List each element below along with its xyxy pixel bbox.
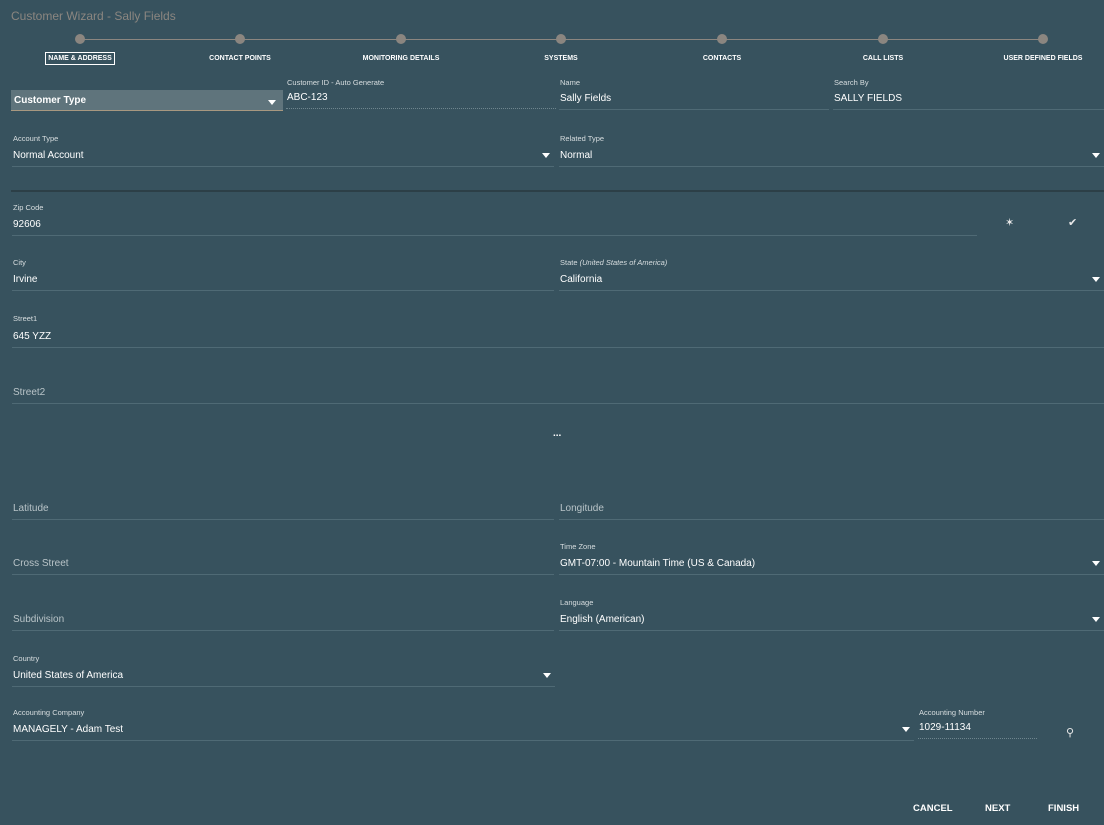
dropdown-arrow-icon xyxy=(268,100,276,105)
field-placeholder: Subdivision xyxy=(13,614,65,625)
field-value: Sally Fields xyxy=(560,93,612,104)
field-value: Irvine xyxy=(13,274,38,285)
dropdown-arrow-icon xyxy=(543,673,551,678)
field-value: 92606 xyxy=(13,219,41,230)
step-call-lists[interactable]: CALL LISTS xyxy=(818,34,948,65)
step-label: CONTACTS xyxy=(702,55,742,62)
step-user-defined-fields[interactable]: USER DEFINED FIELDS xyxy=(978,34,1104,65)
step-systems[interactable]: SYSTEMS xyxy=(496,34,626,65)
field-value: MANAGELY - Adam Test xyxy=(13,724,124,735)
wizard-title: Customer Wizard - Sally Fields xyxy=(11,9,176,23)
step-label: CONTACT POINTS xyxy=(209,55,271,62)
customer-id-field[interactable]: Customer ID - Auto Generate ABC-123 xyxy=(286,78,556,109)
step-dot xyxy=(235,34,245,44)
field-value: Normal xyxy=(560,150,593,161)
step-dot xyxy=(717,34,727,44)
field-placeholder: Street2 xyxy=(13,387,46,398)
field-label: Account Type xyxy=(13,134,59,143)
dropdown-arrow-icon xyxy=(1092,277,1100,282)
magic-wand-icon[interactable]: ✶ xyxy=(1005,217,1015,229)
field-label: Search By xyxy=(834,78,869,87)
longitude-field[interactable]: Longitude xyxy=(559,487,1104,520)
customer-type-select[interactable]: Customer Type xyxy=(11,90,283,111)
related-type-select[interactable]: Related Type Normal xyxy=(559,134,1104,167)
customer-type-label: Customer Type xyxy=(14,95,87,106)
step-contacts[interactable]: CONTACTS xyxy=(657,34,787,65)
step-dot xyxy=(878,34,888,44)
country-select[interactable]: Country United States of America xyxy=(12,654,555,687)
field-label: Customer ID - Auto Generate xyxy=(287,78,385,87)
language-select[interactable]: Language English (American) xyxy=(559,598,1104,631)
field-value: 645 YZZ xyxy=(13,331,52,342)
field-label: Language xyxy=(560,598,594,607)
section-divider xyxy=(11,190,1104,192)
city-field[interactable]: City Irvine xyxy=(12,258,554,291)
field-label: Accounting Number xyxy=(919,708,985,717)
field-label: Country xyxy=(13,654,40,663)
step-label: CALL LISTS xyxy=(862,55,904,62)
state-label: State xyxy=(560,258,578,267)
field-value: 1029-11134 xyxy=(919,722,971,733)
step-label: USER DEFINED FIELDS xyxy=(1003,55,1083,62)
step-contact-points[interactable]: CONTACT POINTS xyxy=(175,34,305,65)
field-label: Zip Code xyxy=(13,203,44,212)
dropdown-arrow-icon xyxy=(1092,561,1100,566)
checkmark-icon[interactable]: ✔ xyxy=(1068,217,1078,229)
field-value: SALLY FIELDS xyxy=(834,93,902,104)
field-label: Accounting Company xyxy=(13,708,85,717)
accounting-number-field[interactable]: Accounting Number 1029-11134 xyxy=(918,708,1037,739)
field-value: GMT-07:00 - Mountain Time (US & Canada) xyxy=(560,558,756,569)
cross-street-field[interactable]: Cross Street xyxy=(12,542,554,575)
latitude-field[interactable]: Latitude xyxy=(12,487,554,520)
dropdown-arrow-icon xyxy=(1092,153,1100,158)
step-dot xyxy=(75,34,85,44)
field-placeholder: Latitude xyxy=(13,503,49,514)
street1-field[interactable]: Street1 645 YZZ xyxy=(12,314,1104,348)
field-label: Name xyxy=(560,78,581,87)
time-zone-select[interactable]: Time Zone GMT-07:00 - Mountain Time (US &… xyxy=(559,542,1104,575)
field-placeholder: Cross Street xyxy=(13,558,69,569)
step-dot xyxy=(1038,34,1048,44)
step-label: MONITORING DETAILS xyxy=(362,55,440,62)
street2-field[interactable]: Street2 xyxy=(12,370,1104,404)
search-by-field[interactable]: Search By SALLY FIELDS xyxy=(833,78,1104,110)
search-icon[interactable]: ⚲ xyxy=(1066,727,1075,739)
dropdown-arrow-icon xyxy=(902,727,910,732)
field-label: State (United States of America) xyxy=(560,258,667,267)
field-value: Normal Account xyxy=(13,150,84,161)
field-label: Related Type xyxy=(560,134,605,143)
cancel-button[interactable]: CANCEL xyxy=(913,803,953,814)
field-value: United States of America xyxy=(13,670,124,681)
step-name-address[interactable]: NAME & ADDRESS xyxy=(15,34,145,65)
dropdown-arrow-icon xyxy=(1092,617,1100,622)
next-button[interactable]: NEXT xyxy=(985,803,1011,814)
field-placeholder: Longitude xyxy=(560,503,604,514)
zip-code-field[interactable]: Zip Code 92606 xyxy=(12,203,977,236)
field-label: Street1 xyxy=(13,314,38,323)
field-label: City xyxy=(13,258,26,267)
name-field[interactable]: Name Sally Fields xyxy=(559,78,829,110)
more-options-button[interactable]: ... xyxy=(553,428,562,439)
finish-button[interactable]: FINISH xyxy=(1048,803,1080,814)
step-label: SYSTEMS xyxy=(544,55,578,62)
dropdown-arrow-icon xyxy=(542,153,550,158)
accounting-company-select[interactable]: Accounting Company MANAGELY - Adam Test xyxy=(12,708,914,741)
account-type-select[interactable]: Account Type Normal Account xyxy=(12,134,554,167)
field-label: Time Zone xyxy=(560,542,596,551)
subdivision-field[interactable]: Subdivision xyxy=(12,598,554,631)
field-value: California xyxy=(560,274,603,285)
state-select[interactable]: State (United States of America) Californ… xyxy=(559,258,1104,291)
field-value: English (American) xyxy=(560,614,645,625)
step-dot xyxy=(556,34,566,44)
step-dot xyxy=(396,34,406,44)
field-value: ABC-123 xyxy=(287,92,328,103)
step-monitoring-details[interactable]: MONITORING DETAILS xyxy=(336,34,466,65)
step-label: NAME & ADDRESS xyxy=(45,52,115,65)
state-country-note: (United States of America) xyxy=(579,258,668,267)
